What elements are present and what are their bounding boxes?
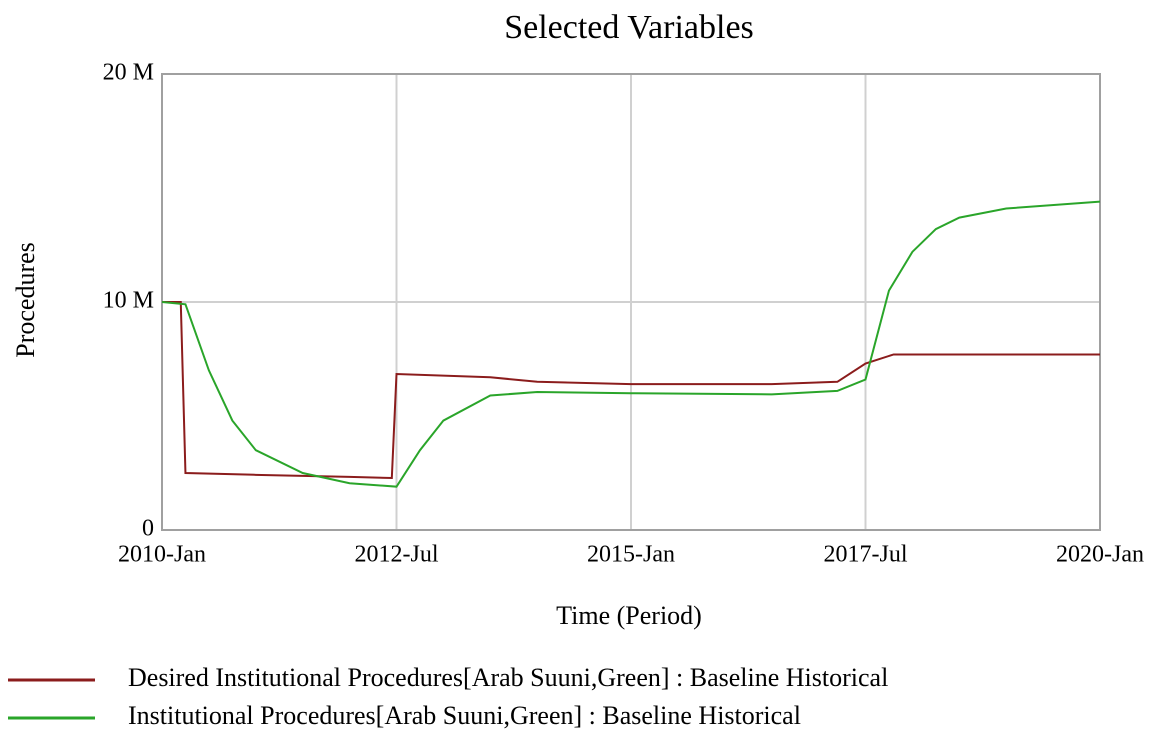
x-tick-label: 2015-Jan: [587, 542, 675, 568]
x-axis-label: Time (Period): [556, 601, 702, 630]
x-tick-label: 2020-Jan: [1056, 542, 1144, 568]
chart-title: Selected Variables: [504, 9, 754, 46]
legend-label: Desired Institutional Procedures[Arab Su…: [128, 663, 888, 692]
x-tick-label: 2010-Jan: [118, 542, 206, 568]
x-tick-label: 2012-Jul: [355, 542, 439, 568]
x-tick-label: 2017-Jul: [824, 542, 908, 568]
y-axis-label: Procedures: [11, 242, 40, 358]
y-tick-label: 20 M: [103, 60, 154, 86]
series-line: [162, 301, 1100, 480]
y-tick-label: 0: [142, 516, 154, 542]
y-tick-label: 10 M: [103, 288, 154, 314]
legend-label: Institutional Procedures[Arab Suuni,Gree…: [128, 701, 801, 730]
series-line: [161, 200, 1101, 488]
